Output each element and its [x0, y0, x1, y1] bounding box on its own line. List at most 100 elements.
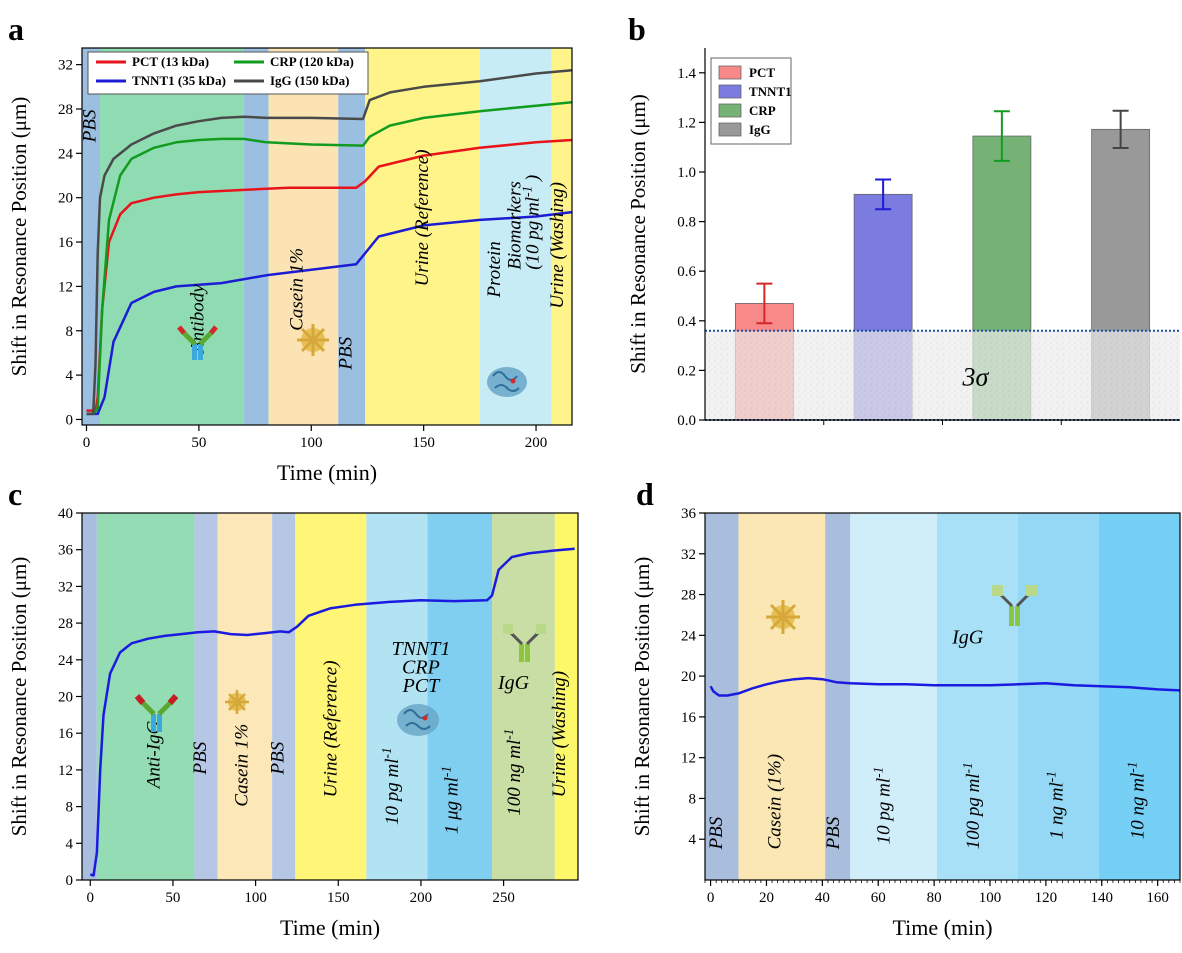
panel-c-region-1 [96, 513, 195, 880]
panel-letter-c: c [8, 476, 22, 512]
panel-c-point-label-3: IgG [497, 672, 530, 694]
panel-d-y-tick-label-0: 4 [689, 832, 697, 848]
panel-b-y-tick-label-3: 0.6 [677, 264, 696, 280]
panel-c-region-5 [295, 513, 367, 880]
panel-a-chart: 0 50 100 150 200 0 4 8 12 16 20 24 28 32 PBS Antibody C… [7, 47, 573, 485]
panel-a-regions [82, 48, 572, 425]
panel-a-series-line-2 [86, 101, 573, 416]
panel-c-region-labels: Anti-IgG PBS Casein 1% PBS Urine (Reference)… [144, 660, 570, 834]
panel-c-point-label-2: PCT [402, 675, 442, 697]
panel-a-legend-label-2: CRP (120 kDa) [270, 54, 354, 69]
panel-a-region-1 [99, 48, 244, 425]
panel-d-y-tick-label-3: 16 [681, 710, 697, 726]
panel-c-y-tick-label-2: 8 [66, 800, 74, 816]
panel-c-y-tick-label-9: 36 [58, 543, 74, 559]
panel-a-x-axis-label: Time (min) [277, 460, 377, 485]
panel-c-region-0 [82, 513, 97, 880]
panel-letter-d: d [636, 476, 654, 512]
igg-icon-d [992, 585, 1037, 626]
panel-d-x-tick-label-2: 40 [815, 890, 830, 906]
panel-c-region-label-3: Casein 1% [231, 724, 252, 807]
panel-d-region-2 [825, 513, 851, 880]
panel-a-axes: 0 50 100 150 200 0 4 8 12 16 20 24 28 32 [58, 47, 573, 451]
panel-c-x-axis-label: Time (min) [280, 915, 380, 940]
panel-b-legend-label-3: IgG [749, 122, 771, 137]
panel-d-y-tick-label-1: 8 [689, 791, 697, 807]
panel-a-y-tick-label-1: 4 [66, 368, 74, 384]
panel-b-y-tick-label-5: 1.0 [677, 165, 696, 181]
panel-d-region-4 [936, 513, 1018, 880]
panel-d-point-labels: IgG [951, 626, 984, 648]
panel-d-x-tick-label-8: 160 [1146, 890, 1169, 906]
panel-d-x-tick-label-4: 80 [927, 890, 942, 906]
panel-a-y-tick-label-5: 20 [58, 191, 73, 207]
panel-a-x-tick-label-2: 100 [300, 435, 323, 451]
panel-d-region-label-1: Casein (1%) [764, 754, 785, 850]
panel-c-x-tick-label-3: 150 [327, 890, 350, 906]
panel-d-x-tick-label-0: 0 [707, 890, 715, 906]
panel-a-region-7 [551, 48, 572, 425]
panel-d-y-tick-label-6: 28 [681, 588, 696, 604]
panel-a-legend-label-1: TNNT1 (35 kDa) [132, 73, 226, 88]
panel-a-region-labels: PBS Antibody Casein 1% PBS Urine (Reference)… [79, 109, 568, 371]
panel-a-x-tick-label-4: 200 [525, 435, 548, 451]
panel-b-y-axis-label: Shift in Resonance Position (μm) [626, 94, 650, 374]
panel-c-y-tick-label-6: 24 [58, 653, 74, 669]
panel-a-series-line-3 [86, 68, 573, 416]
panel-a-region-label-3: Casein 1% [286, 248, 307, 331]
panel-a-x-tick-label-3: 150 [412, 435, 435, 451]
panel-a-y-tick-label-0: 0 [66, 412, 74, 428]
panel-a-y-axis-label: Shift in Resonance Position (μm) [7, 97, 31, 377]
panel-b-legend-label-1: TNNT1 [749, 84, 792, 99]
panel-a-region-label-1: Antibody [187, 284, 208, 355]
panel-b-threshold-label: 3σ [962, 362, 990, 391]
panel-d-region-label-4: 100 pg ml-1 [959, 762, 984, 849]
panel-d-x-tick-label-6: 120 [1035, 890, 1058, 906]
panel-c-y-tick-label-8: 32 [58, 579, 73, 595]
protein-structure-icon [487, 367, 527, 397]
panel-a-x-tick-label-1: 50 [191, 435, 206, 451]
panel-d-y-tick-label-5: 24 [681, 628, 697, 644]
panel-c-x-tick-label-1: 50 [165, 890, 180, 906]
panel-a-x-tick-label-0: 0 [83, 435, 91, 451]
panel-c-y-tick-label-4: 16 [58, 726, 74, 742]
panel-a-region-2 [243, 48, 269, 425]
panel-b-y-tick-label-7: 1.4 [677, 66, 696, 82]
panel-letter-b: b [628, 11, 646, 47]
panel-c-region-4 [272, 513, 296, 880]
panel-a-y-tick-label-7: 28 [58, 102, 73, 118]
panel-d-y-axis-label: Shift in Resonance Position (μm) [630, 557, 654, 837]
panel-d-x-axis-label: Time (min) [892, 915, 992, 940]
panel-a-series [86, 68, 573, 416]
panel-b-y-tick-label-0: 0.0 [677, 413, 696, 429]
panel-d-y-tick-label-2: 12 [681, 751, 696, 767]
casein-icon-d [766, 600, 800, 634]
panel-c-y-tick-label-3: 12 [58, 763, 73, 779]
panel-b-y-tick-label-6: 1.2 [677, 115, 696, 131]
panel-a-legend: PCT (13 kDa) TNNT1 (35 kDa) CRP (120 kDa) I… [87, 51, 369, 95]
panel-d-x-tick-label-7: 140 [1091, 890, 1114, 906]
panel-d-x-tick-label-1: 20 [759, 890, 774, 906]
panel-c-series [89, 547, 575, 877]
panel-c-region-9 [554, 513, 578, 880]
panel-b-y-tick-label-4: 0.8 [677, 215, 696, 231]
panel-a-y-tick-label-2: 8 [66, 324, 74, 340]
panel-a-series-line-1 [86, 210, 573, 416]
panel-c-region-7 [427, 513, 493, 880]
panel-d-region-label-0: PBS [706, 816, 727, 850]
panel-a-region-label-5: Urine (Reference) [412, 149, 433, 286]
casein-icon [297, 324, 329, 356]
panel-c-y-tick-label-5: 20 [58, 690, 73, 706]
panel-a-legend-box [87, 51, 369, 95]
panel-c-point-label-0: TNNT1 [391, 638, 450, 660]
panel-b-threshold-band [705, 330, 1180, 420]
panel-d-region-1 [738, 513, 826, 880]
panel-a-region-label-7: Urine (Washing) [547, 182, 568, 309]
panel-d-region-label-6: 10 ng ml-1 [1124, 762, 1149, 840]
panel-b-legend-label-0: PCT [749, 65, 775, 80]
panel-a-region-label-0: PBS [79, 109, 100, 143]
panel-c-x-tick-label-2: 100 [244, 890, 267, 906]
panel-b-legend-label-2: CRP [749, 103, 776, 118]
panel-c-region-8 [492, 513, 555, 880]
